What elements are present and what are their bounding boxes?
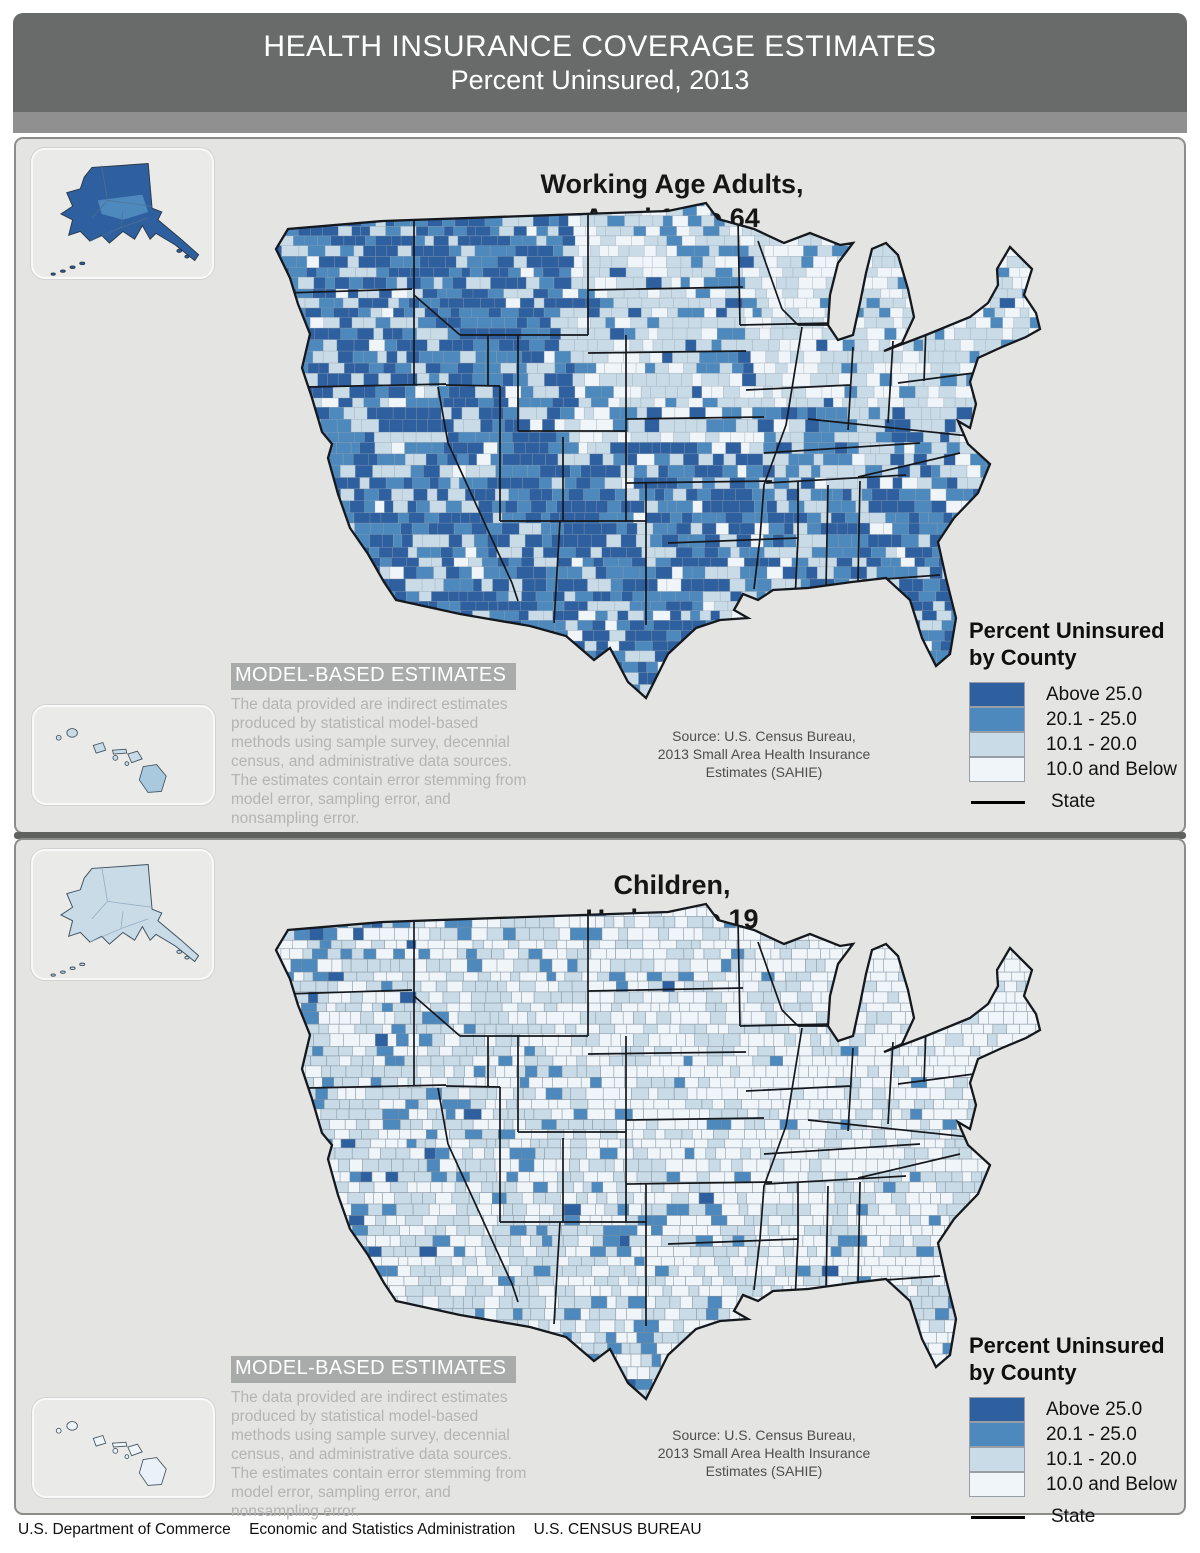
alaska-map [50, 163, 200, 276]
footer-agency-commerce: U.S. Department of Commerce [18, 1521, 231, 1538]
legend-row: 10.0 and Below [969, 756, 1197, 782]
legend-label: 10.0 and Below [1046, 758, 1177, 780]
legend-label: 10.0 and Below [1046, 1473, 1177, 1495]
footer-agency-census: U.S. CENSUS BUREAU [533, 1521, 702, 1538]
legend-state-label: State [1051, 791, 1096, 812]
legend-swatch-10-20 [969, 731, 1025, 757]
source-note: Source: U.S. Census Bureau, 2013 Small A… [657, 1427, 871, 1479]
header-strip [13, 112, 1187, 133]
legend-state-row: State [969, 1506, 1197, 1528]
model-based-label: MODEL-BASED ESTIMATES [231, 663, 517, 690]
legend-title: Percent Uninsured by County [969, 618, 1165, 670]
footer: U.S. Department of Commerce Economic and… [18, 1521, 716, 1539]
legend-row: Above 25.0 [969, 681, 1197, 707]
model-based-note: MODEL-BASED ESTIMATES The data provided … [231, 663, 543, 828]
alaska-inset [31, 148, 214, 279]
legend-row: 10.1 - 20.0 [969, 731, 1197, 757]
source-note: Source: U.S. Census Bureau, 2013 Small A… [657, 728, 871, 780]
legend-state-row: State [969, 791, 1197, 813]
hawaii-map [55, 728, 167, 793]
model-based-body: The data provided are indirect estimates… [231, 1389, 527, 1520]
state-boundary-symbol [971, 1515, 1025, 1519]
hawaii-inset [32, 705, 215, 805]
legend-swatch-20-25 [969, 706, 1025, 732]
legend-label: Above 25.0 [1046, 1398, 1143, 1420]
legend-row: Above 25.0 [969, 1396, 1197, 1422]
alaska-inset [31, 849, 214, 980]
panel-adults-title-line1: Working Age Adults, [540, 169, 804, 199]
legend-label: 20.1 - 25.0 [1046, 708, 1137, 730]
legend-swatch-10-below [969, 756, 1025, 782]
legend-label: 10.1 - 20.0 [1046, 733, 1137, 755]
panel-adults: Working Age Adults, Aged 18 to 64 [14, 137, 1186, 834]
legend-label: Above 25.0 [1046, 683, 1143, 705]
us-county-choropleth-adults [274, 201, 1042, 700]
panel-children-title-line1: Children, [613, 870, 731, 900]
legend-state-label: State [1051, 1506, 1096, 1527]
state-boundary-symbol [971, 800, 1025, 804]
model-based-label: MODEL-BASED ESTIMATES [231, 1356, 517, 1383]
legend: Percent Uninsured by County Above 25.0 2… [969, 1332, 1197, 1528]
hawaii-map [55, 1421, 167, 1486]
page-subtitle: Percent Uninsured, 2013 [450, 65, 750, 95]
panel-children: Children, Under Age 19 [14, 838, 1186, 1527]
legend-label: 20.1 - 25.0 [1046, 1423, 1137, 1445]
legend-swatch-10-20 [969, 1446, 1025, 1472]
legend-row: 10.0 and Below [969, 1471, 1197, 1497]
alaska-map [50, 864, 200, 977]
legend-swatch-20-25 [969, 1421, 1025, 1447]
hawaii-inset [32, 1398, 215, 1498]
legend-title: Percent Uninsured by County [969, 1333, 1165, 1385]
legend: Percent Uninsured by County Above 25.0 2… [969, 617, 1197, 813]
legend-row: 20.1 - 25.0 [969, 706, 1197, 732]
model-based-body: The data provided are indirect estimates… [231, 696, 527, 827]
legend-swatch-above-25 [969, 681, 1025, 707]
panel-divider [14, 832, 1186, 839]
page-title: HEALTH INSURANCE COVERAGE ESTIMATES [263, 30, 937, 63]
legend-swatch-10-below [969, 1471, 1025, 1497]
footer-agency-esa: Economic and Statistics Administration [249, 1521, 516, 1538]
legend-swatch-above-25 [969, 1396, 1025, 1422]
legend-label: 10.1 - 20.0 [1046, 1448, 1137, 1470]
model-based-note: MODEL-BASED ESTIMATES The data provided … [231, 1356, 543, 1521]
legend-row: 10.1 - 20.0 [969, 1446, 1197, 1472]
header-banner: HEALTH INSURANCE COVERAGE ESTIMATES Perc… [13, 13, 1187, 112]
legend-row: 20.1 - 25.0 [969, 1421, 1197, 1447]
